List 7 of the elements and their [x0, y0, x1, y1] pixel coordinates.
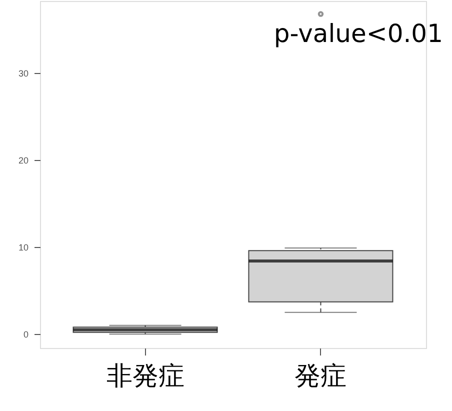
y-tick-label: 10 — [18, 242, 28, 253]
y-tick-label: 30 — [18, 68, 28, 79]
y-tick-label: 0 — [23, 330, 28, 340]
x-tick-label: 非発症 — [106, 362, 184, 392]
x-tick-label: 発症 — [294, 362, 347, 392]
y-tick-label: 20 — [18, 156, 28, 166]
annotation: p-value<0.01 — [274, 19, 443, 48]
